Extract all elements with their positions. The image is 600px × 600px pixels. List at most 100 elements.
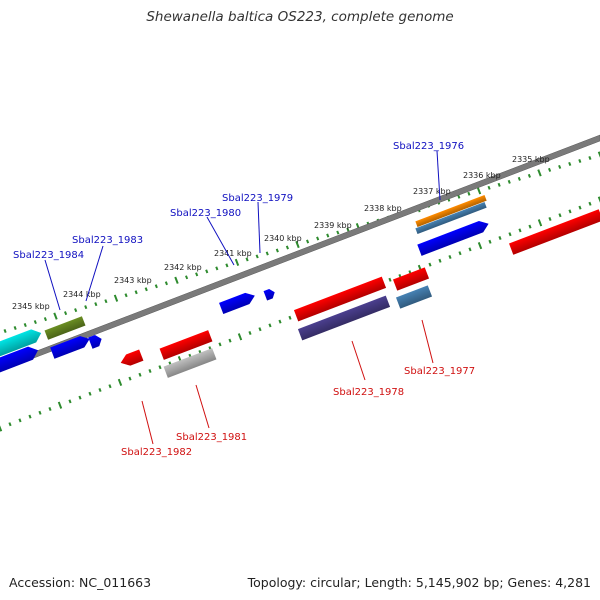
minor-tick xyxy=(48,407,52,411)
leader-line xyxy=(257,201,261,254)
leader-line xyxy=(421,319,434,364)
gene-feature xyxy=(120,349,144,366)
major-tick xyxy=(597,196,600,203)
gene-label: Sbal223_1981 xyxy=(176,432,247,443)
leader-line xyxy=(206,216,235,266)
minor-tick xyxy=(428,262,432,267)
scale-labels: 2335 kbp 2336 kbp 2337 kbp 2338 kbp 2339 kbp… xyxy=(12,155,550,311)
minor-tick xyxy=(144,287,148,292)
genome-summary-label: Topology: circular; Length: 5,145,902 bp… xyxy=(247,575,591,590)
minor-tick xyxy=(527,173,531,178)
major-tick xyxy=(597,151,600,158)
gene-label: Sbal223_1983 xyxy=(72,235,143,246)
minor-tick xyxy=(23,323,27,328)
minor-tick xyxy=(28,414,32,419)
major-tick xyxy=(295,240,300,249)
outer-tick-track xyxy=(3,151,600,334)
gene-feature xyxy=(415,201,487,235)
minor-tick xyxy=(185,275,189,280)
minor-tick xyxy=(306,239,310,244)
minor-tick xyxy=(228,338,232,343)
minor-tick xyxy=(225,263,229,268)
minor-tick xyxy=(268,323,272,328)
gene-label: Sbal223_1980 xyxy=(170,208,241,219)
minor-tick xyxy=(64,311,68,316)
major-tick xyxy=(537,219,543,227)
scale-label: 2341 kbp xyxy=(214,249,252,258)
major-tick xyxy=(237,333,243,341)
gene-feature xyxy=(415,194,487,228)
minor-tick xyxy=(467,191,471,196)
leader-line xyxy=(436,150,441,201)
minor-tick xyxy=(245,257,249,262)
minor-tick xyxy=(316,236,320,241)
gene-feature xyxy=(88,334,102,349)
scale-label: 2336 kbp xyxy=(463,171,501,180)
minor-tick xyxy=(588,201,592,206)
leader-line xyxy=(141,400,154,445)
major-tick xyxy=(113,294,119,302)
scale-label: 2342 kbp xyxy=(164,263,202,272)
minor-tick xyxy=(148,369,152,373)
scale-label: 2344 kbp xyxy=(63,290,101,299)
scale-label: 2345 kbp xyxy=(12,302,50,311)
minor-tick xyxy=(288,315,292,320)
scale-label: 2340 kbp xyxy=(264,234,302,243)
minor-tick xyxy=(3,329,7,334)
major-tick xyxy=(117,378,123,387)
minor-tick xyxy=(578,158,582,163)
scale-label: 2339 kbp xyxy=(314,221,352,230)
gene-labels: Sbal223_1976 Sbal223_1979 Sbal223_1980 Sbal… xyxy=(13,141,475,458)
minor-tick xyxy=(488,239,492,244)
gene-feature xyxy=(263,288,275,301)
gene-features xyxy=(0,194,600,379)
minor-tick xyxy=(497,182,501,187)
gene-feature xyxy=(395,285,433,309)
major-tick xyxy=(53,312,58,320)
minor-tick xyxy=(88,391,92,396)
minor-tick xyxy=(548,217,552,221)
gene-label: Sbal223_1979 xyxy=(222,193,293,204)
scale-label: 2338 kbp xyxy=(364,204,402,213)
minor-tick xyxy=(588,155,592,160)
minor-tick xyxy=(458,251,462,256)
gene-feature xyxy=(509,209,600,255)
minor-tick xyxy=(134,290,138,295)
major-tick xyxy=(0,425,3,432)
minor-tick xyxy=(275,248,279,253)
minor-tick xyxy=(548,167,552,172)
minor-tick xyxy=(94,302,98,307)
minor-tick xyxy=(448,255,452,259)
minor-tick xyxy=(138,372,142,377)
minor-tick xyxy=(205,269,209,274)
minor-tick xyxy=(195,272,199,277)
minor-tick xyxy=(326,233,330,238)
minor-tick xyxy=(164,281,168,286)
minor-tick xyxy=(285,245,289,250)
minor-tick xyxy=(578,205,582,210)
minor-tick xyxy=(507,179,511,184)
minor-tick xyxy=(124,293,128,298)
gene-label: Sbal223_1977 xyxy=(404,366,475,377)
major-tick xyxy=(477,241,483,250)
minor-tick xyxy=(558,164,562,169)
gene-feature xyxy=(293,276,387,322)
minor-tick xyxy=(265,251,269,256)
major-tick xyxy=(234,258,240,267)
minor-tick xyxy=(568,161,572,166)
minor-tick xyxy=(278,319,282,324)
major-tick xyxy=(476,187,482,195)
major-tick xyxy=(174,276,179,284)
minor-tick xyxy=(255,254,259,259)
minor-tick xyxy=(33,320,37,325)
scale-label: 2337 kbp xyxy=(413,187,451,196)
minor-tick xyxy=(218,342,222,347)
minor-tick xyxy=(154,284,158,289)
leader-line xyxy=(195,384,210,429)
minor-tick xyxy=(84,305,88,310)
major-tick xyxy=(57,401,63,409)
minor-tick xyxy=(508,232,512,237)
minor-tick xyxy=(38,410,42,415)
minor-tick xyxy=(128,376,132,381)
